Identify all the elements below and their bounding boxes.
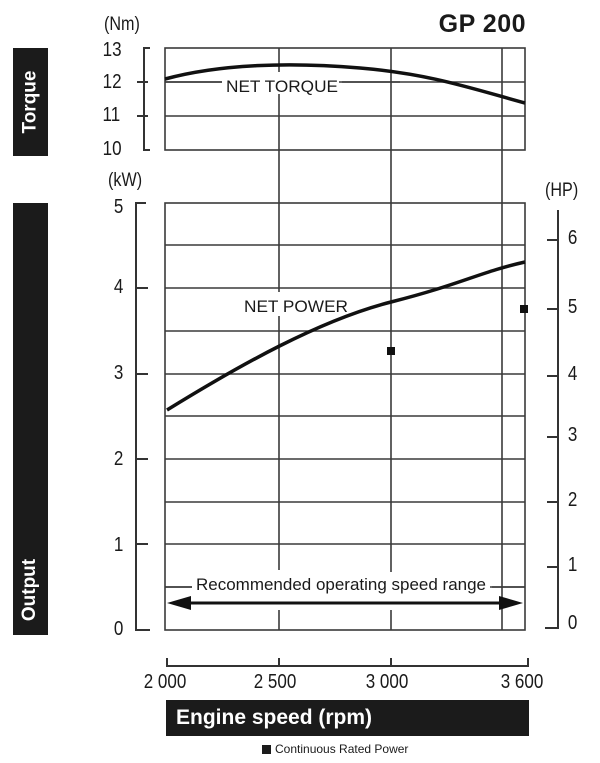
speed-range-arrow [167,596,523,610]
grid [164,47,526,631]
kw-tick: 3 [113,362,124,384]
torque-tick: 12 [102,71,122,93]
x-tick: 2 500 [253,671,297,693]
chart-title: GP 200 [438,10,526,38]
torque-tick: 11 [102,104,121,126]
kw-unit: (kW) [108,170,143,191]
hp-tick: 4 [567,363,578,385]
torque-unit: (Nm) [104,14,140,35]
rated-power-marker [520,305,528,313]
output-side-label: Output [13,203,48,635]
hp-unit: (HP) [545,180,579,201]
kw-tick: 4 [113,276,124,298]
hp-tick: 6 [567,227,578,249]
x-tick: 3 600 [500,671,544,693]
kw-tick: 5 [113,196,124,218]
net-power-label: NET POWER [244,297,348,316]
x-axis-label: Engine speed (rpm) [166,700,529,736]
x-tick: 3 000 [365,671,409,693]
hp-tick: 2 [567,489,578,511]
torque-side-label: Torque [13,48,48,156]
rated-power-marker [387,347,395,355]
legend-label: Continuous Rated Power [275,742,409,756]
axis-brackets [135,47,559,667]
hp-tick: 5 [567,296,578,318]
speed-range-label: Recommended operating speed range [196,575,486,594]
net-torque-label: NET TORQUE [226,77,338,96]
hp-tick: 0 [567,612,578,634]
net-torque-curve [164,63,526,105]
net-power-curve [166,260,526,412]
x-tick: 2 000 [143,671,187,693]
kw-tick: 2 [113,448,124,470]
torque-tick: 10 [102,138,122,160]
legend-square-icon [262,744,271,754]
kw-tick: 1 [113,534,124,556]
kw-tick: 0 [113,618,124,640]
hp-tick: 1 [567,554,578,576]
legend: Continuous Rated Power [262,742,408,756]
hp-tick: 3 [567,424,578,446]
torque-tick: 13 [102,39,122,61]
